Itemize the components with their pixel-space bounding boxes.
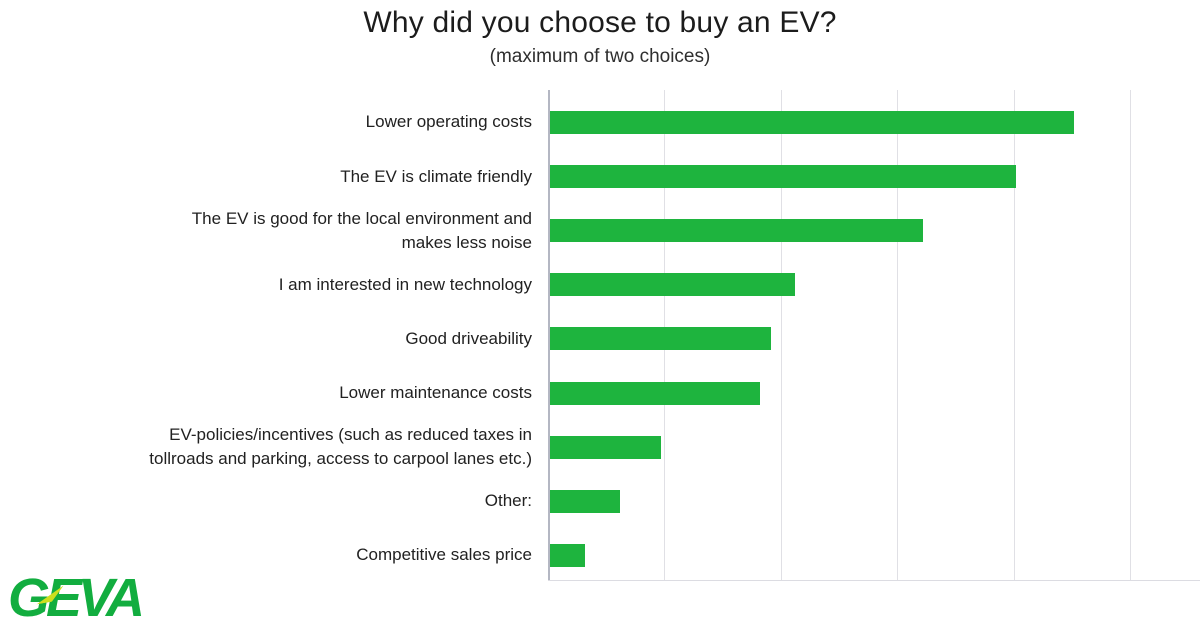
bar <box>550 543 585 567</box>
bar <box>550 165 1016 189</box>
gridline <box>1013 90 1015 580</box>
category-label: Good driveability <box>405 328 532 348</box>
gridline <box>780 90 782 580</box>
category-label: Lower operating costs <box>365 112 532 132</box>
bar <box>550 489 620 513</box>
geva-logo-text: GEVA <box>8 568 145 628</box>
bar-row: Lower operating costs <box>0 95 1200 149</box>
bar-rows: Lower operating costs The EV is climate f… <box>0 95 1200 582</box>
bar-row: I am interested in new technology <box>0 258 1200 312</box>
bar <box>550 327 772 351</box>
category-label: The EV is climate friendly <box>340 166 532 186</box>
gridline <box>897 90 899 580</box>
y-axis-line <box>548 90 550 580</box>
bar <box>550 110 1074 134</box>
bar-row: Other: <box>0 474 1200 528</box>
geva-logo: GEVA <box>8 571 168 625</box>
gridline <box>1130 90 1132 580</box>
category-label: EV-policies/incentives (such as reduced … <box>149 425 532 469</box>
bar-row: Good driveability <box>0 312 1200 366</box>
bar-row: Competitive sales price <box>0 528 1200 582</box>
bar-row: The EV is climate friendly <box>0 150 1200 204</box>
chart-subtitle: (maximum of two choices) <box>489 46 711 67</box>
bar-row: EV-policies/incentives (such as reduced … <box>0 420 1200 474</box>
category-label: Other: <box>484 491 532 511</box>
ev-survey-chart: Why did you choose to buy an EV? (maximu… <box>0 6 1200 625</box>
bar <box>550 273 795 297</box>
bar-row: The EV is good for the local environment… <box>0 204 1200 258</box>
chart-title: Why did you choose to buy an EV? <box>363 6 837 39</box>
category-label: The EV is good for the local environment… <box>191 208 532 252</box>
bar-row: Lower maintenance costs <box>0 366 1200 420</box>
bar <box>550 381 760 405</box>
category-label: Lower maintenance costs <box>339 383 532 403</box>
bar <box>550 435 661 459</box>
category-label: I am interested in new technology <box>278 274 532 294</box>
bar <box>550 219 923 243</box>
category-label: Competitive sales price <box>356 545 532 565</box>
